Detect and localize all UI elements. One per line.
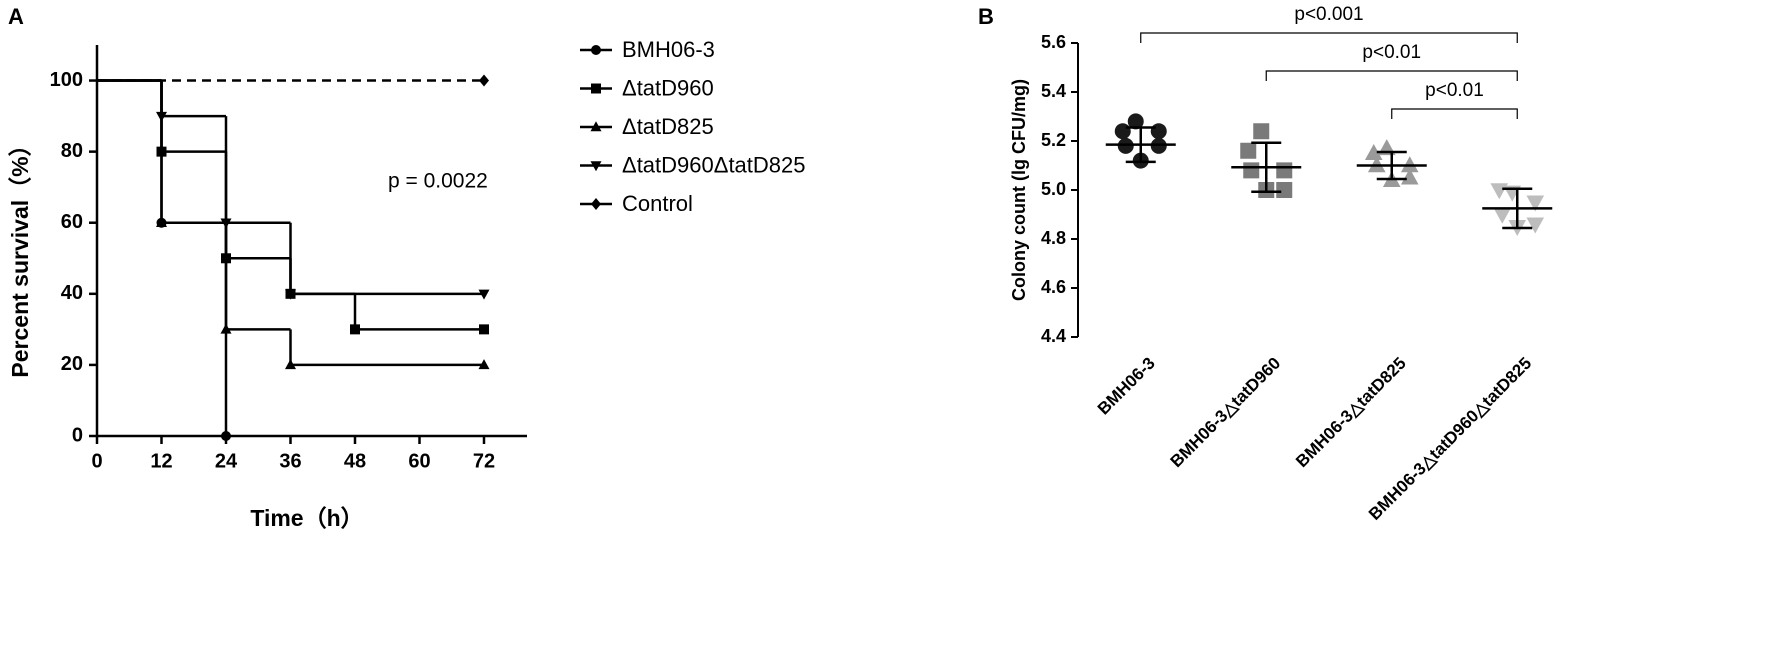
x-axis-title: Time（h） — [250, 505, 363, 531]
marker — [1253, 123, 1270, 140]
legend-label: ΔtatD825 — [622, 114, 714, 139]
marker — [156, 216, 167, 227]
annotation: p = 0.0022 — [388, 170, 488, 193]
marker — [1400, 168, 1419, 185]
sd-bar — [1125, 126, 1156, 164]
marker — [1276, 182, 1293, 198]
y-tick-label: 4.4 — [1041, 326, 1066, 346]
marker — [285, 359, 296, 370]
significance-bracket — [1140, 32, 1518, 43]
legend-label: ΔtatD960 — [622, 75, 714, 100]
x-tick-label: 48 — [344, 450, 366, 472]
legend-label: ΔtatD960ΔtatD825 — [622, 152, 806, 177]
y-tick-label: 20 — [61, 353, 83, 375]
legend-marker — [591, 83, 601, 94]
marker — [221, 431, 231, 441]
y-tick-label: 40 — [61, 282, 83, 304]
x-tick-label: 24 — [215, 450, 238, 472]
legend-marker — [591, 45, 601, 55]
y-tick-label: 4.8 — [1041, 228, 1066, 248]
marker — [1490, 183, 1509, 200]
y-tick-label: 0 — [72, 424, 83, 446]
legend-marker — [590, 161, 602, 172]
x-tick-label: BMH06-3△tatD825 — [1292, 354, 1410, 472]
marker — [478, 289, 490, 300]
x-tick-label: 12 — [150, 450, 172, 472]
y-axis-title: Percent survival（%） — [7, 133, 33, 377]
x-tick-label: 36 — [279, 450, 301, 472]
marker — [1127, 113, 1144, 130]
marker — [220, 323, 232, 334]
marker — [1150, 123, 1167, 140]
y-tick-label: 80 — [61, 140, 83, 162]
legend-marker — [590, 121, 602, 132]
panel-label: A — [8, 4, 24, 29]
y-tick-label: 4.6 — [1041, 277, 1066, 297]
y-tick-label: 100 — [50, 69, 83, 91]
x-tick-label: 72 — [473, 450, 495, 472]
significance-label: p<0.01 — [1425, 80, 1484, 101]
significance-bracket — [1391, 108, 1518, 119]
marker — [1276, 162, 1293, 179]
significance-label: p<0.001 — [1294, 4, 1363, 25]
marker — [1114, 123, 1131, 140]
legend-label: BMH06-3 — [622, 37, 715, 62]
x-tick-label: BMH06-3 — [1094, 354, 1159, 419]
marker — [1243, 162, 1260, 179]
y-tick-label: 60 — [61, 211, 83, 233]
sd-bar — [1251, 141, 1282, 193]
marker — [1364, 144, 1383, 161]
x-tick-label: 0 — [91, 450, 102, 472]
y-axis-title: Colony count (lg CFU/mg) — [1009, 79, 1029, 301]
marker — [1526, 195, 1545, 212]
y-tick-label: 5.4 — [1041, 81, 1066, 101]
x-tick-label: BMH06-3△tatD960 — [1167, 354, 1285, 472]
legend-marker — [591, 198, 601, 210]
marker — [478, 359, 490, 370]
sd-bar — [1502, 187, 1533, 230]
panel-label: B — [978, 4, 994, 29]
x-tick-label: 60 — [408, 450, 430, 472]
significance-label: p<0.01 — [1362, 42, 1421, 63]
sd-bar — [1376, 150, 1407, 181]
marker — [285, 289, 296, 300]
marker — [479, 324, 489, 335]
marker — [1526, 217, 1545, 234]
y-tick-label: 5.6 — [1041, 32, 1066, 52]
marker — [1493, 207, 1512, 224]
marker — [1240, 142, 1257, 159]
marker — [479, 74, 489, 87]
y-tick-label: 5.0 — [1041, 179, 1066, 199]
marker — [350, 324, 360, 335]
y-tick-label: 5.2 — [1041, 130, 1066, 150]
marker — [156, 111, 167, 122]
significance-bracket — [1265, 70, 1518, 81]
marker — [220, 218, 232, 229]
legend-label: Control — [622, 191, 693, 216]
